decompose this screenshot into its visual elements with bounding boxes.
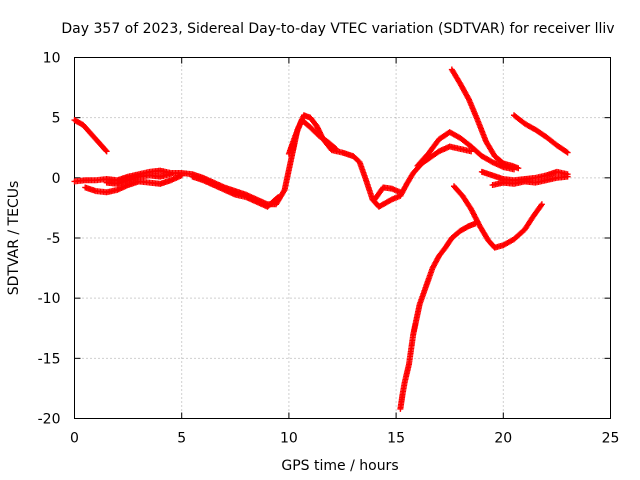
data-point <box>274 195 281 202</box>
y-axis-label: SDTVAR / TECUs <box>6 181 22 296</box>
y-tick-label: -10 <box>38 291 61 307</box>
y-tick-label: -15 <box>38 351 61 367</box>
series-arc-5 <box>189 173 282 210</box>
series-arc-6 <box>285 117 340 157</box>
data-point <box>167 171 174 178</box>
series-arc-2 <box>71 112 475 210</box>
series-arc-7 <box>371 184 404 203</box>
data-point <box>564 173 571 180</box>
x-tick-label: 5 <box>177 431 186 447</box>
data-point <box>102 147 109 154</box>
data-point <box>331 145 338 152</box>
data-point <box>397 189 404 196</box>
x-tick-label: 25 <box>602 431 620 447</box>
chart-title: Day 357 of 2023, Sidereal Day-to-day VTE… <box>61 21 614 37</box>
x-axis-label: GPS time / hours <box>281 458 398 474</box>
y-tick-label: -5 <box>47 231 61 247</box>
tick-marks <box>74 57 611 419</box>
series-arc-4 <box>103 171 174 187</box>
data-point <box>563 148 570 155</box>
series-arc-10 <box>478 168 571 184</box>
y-tick-label: -20 <box>38 412 61 428</box>
data-point <box>178 172 185 179</box>
y-tick-label: 10 <box>43 51 61 67</box>
series-arc-3 <box>82 172 185 196</box>
data-series <box>71 66 571 412</box>
grid-lines <box>74 57 611 419</box>
data-point <box>472 220 479 227</box>
series-arc-13 <box>450 183 545 251</box>
series-arc-1 <box>71 117 110 155</box>
x-tick-label: 0 <box>70 431 79 447</box>
y-tick-label: 5 <box>52 111 61 127</box>
series-arc-14 <box>397 220 479 412</box>
x-tick-labels: 0 5 10 15 20 25 <box>70 431 619 447</box>
data-point <box>515 165 522 172</box>
series-arc-12 <box>511 112 571 156</box>
data-point <box>103 148 110 155</box>
x-tick-label: 15 <box>387 431 405 447</box>
data-point <box>538 201 545 208</box>
series-arc-11 <box>489 173 571 189</box>
x-tick-label: 20 <box>494 431 512 447</box>
data-point <box>538 202 545 209</box>
data-point <box>564 149 571 156</box>
series-arc-9 <box>448 66 522 172</box>
y-tick-labels: -20 -15 -10 -5 0 5 10 <box>38 51 61 428</box>
data-point <box>275 194 282 201</box>
x-tick-label: 10 <box>280 431 298 447</box>
data-point <box>333 145 340 152</box>
y-tick-label: 0 <box>52 171 61 187</box>
